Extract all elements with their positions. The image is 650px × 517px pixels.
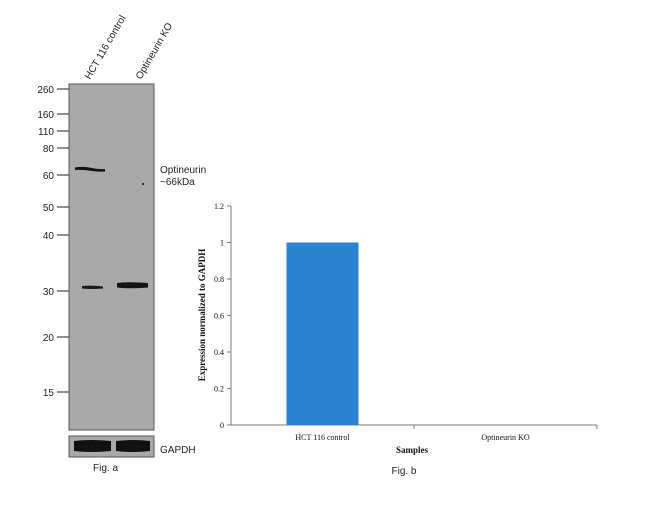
mw-label-260: 260 [37, 85, 54, 96]
band-optineurin-control [75, 166, 105, 172]
gapdh-label: GAPDH [160, 445, 196, 456]
chart-y-tick-label: 0.4 [214, 348, 224, 357]
band-30kda-ko [117, 282, 148, 289]
mw-label-80: 80 [43, 144, 55, 155]
chart-bars [286, 242, 359, 425]
western-blot-panel: HCT 116 control Optineurin KO 260 160 11… [37, 14, 206, 474]
blot-membrane [68, 83, 155, 431]
lane-label-ko: Optineurin KO [134, 21, 175, 82]
chart-y-tick-label: 0.8 [214, 275, 224, 284]
mw-label-30: 30 [43, 287, 55, 298]
chart-y-tick-label: 1.2 [214, 202, 224, 211]
chart-x-axis-title: Samples [396, 445, 429, 455]
bar-chart-panel: 0 0.2 0.4 0.6 0.8 1 1.2 HCT 116 control Optineu… [197, 202, 598, 477]
band-gapdh-control [74, 440, 111, 452]
mw-label-15: 15 [43, 388, 55, 399]
lane-label-control: HCT 116 control [83, 14, 128, 82]
mw-label-40: 40 [43, 231, 55, 242]
fig-a-caption: Fig. a [93, 463, 118, 474]
chart-x-tick-label: HCT 116 control [295, 433, 350, 442]
chart-y-tick-label: 0.2 [214, 385, 224, 394]
band-gapdh-ko [116, 440, 150, 452]
mw-label-160: 160 [37, 110, 54, 121]
chart-y-tick-label: 1 [220, 239, 224, 248]
fig-b-caption: Fig. b [391, 466, 416, 477]
chart-x-tick-labels: HCT 116 control Optineurin KO [295, 425, 598, 442]
chart-y-tick-label: 0 [220, 421, 224, 430]
band-nonspecific-speck [142, 183, 144, 185]
chart-y-axis-title: Expression normalized to GAPDH [197, 249, 207, 382]
chart-x-tick-label: Optineurin KO [481, 433, 529, 442]
mw-ticks [57, 88, 69, 393]
mw-label-50: 50 [43, 203, 55, 214]
chart-bar [286, 242, 359, 425]
mw-label-110: 110 [38, 127, 54, 138]
mw-label-60: 60 [43, 171, 55, 182]
mw-label-20: 20 [43, 333, 55, 344]
chart-y-tick-label: 0.6 [214, 312, 224, 321]
chart-y-ticks: 0 0.2 0.4 0.6 0.8 1 1.2 [214, 202, 231, 430]
chart-axes [230, 206, 597, 426]
target-label-name: Optineurin [160, 165, 206, 176]
band-30kda-control [82, 285, 103, 289]
target-label-size: ~66kDa [160, 177, 195, 188]
